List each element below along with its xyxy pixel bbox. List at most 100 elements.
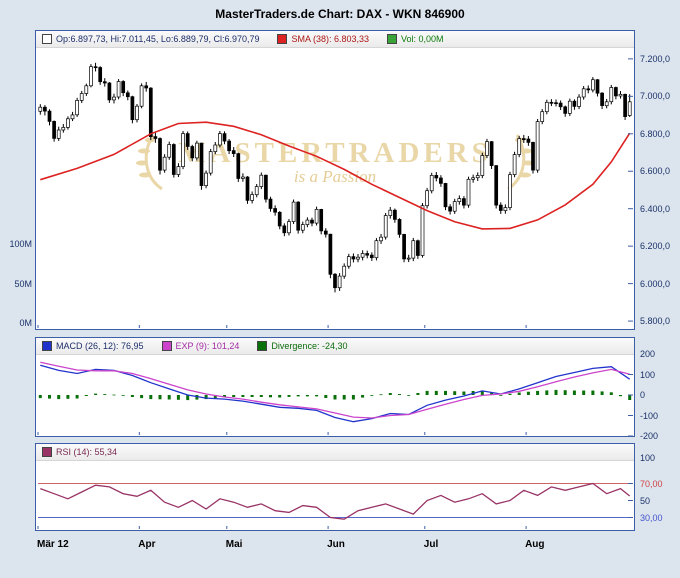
- candle-up-body: [411, 240, 416, 259]
- x-axis-tick-label: Jul: [423, 539, 439, 550]
- rsi-axis-tick-label: 50: [640, 495, 651, 506]
- sma-legend-swatch: [277, 34, 288, 44]
- volume-legend-swatch: [387, 34, 398, 44]
- candle-up-body: [241, 176, 245, 179]
- x-axis-tick-label: Aug: [525, 539, 545, 550]
- divergence-bar: [140, 395, 144, 399]
- candle-up-body: [609, 87, 614, 103]
- candle-up-body: [195, 142, 199, 159]
- candle-up-body: [305, 219, 310, 225]
- divergence-bar: [48, 395, 51, 399]
- divergence-bar: [66, 395, 70, 399]
- candle-up-body: [79, 93, 84, 101]
- rsi-legend-swatch: [42, 447, 52, 457]
- candle-down-body: [397, 219, 402, 235]
- candle-down-body: [448, 206, 452, 212]
- candle-up-body: [346, 256, 351, 267]
- divergence-bar: [490, 392, 494, 395]
- divergence-bar: [480, 390, 484, 395]
- candle-up-body: [181, 133, 185, 167]
- candle-down-body: [264, 174, 268, 200]
- candle-up-body: [208, 151, 213, 174]
- divergence-bar: [572, 390, 576, 395]
- candle-up-body: [250, 194, 254, 201]
- macd-legend-swatch: [42, 341, 52, 351]
- macd-axis-tick-label: -200: [640, 431, 659, 441]
- candle-up-body: [388, 209, 393, 216]
- candle-up-body: [627, 101, 632, 116]
- candle-up-body: [218, 133, 222, 146]
- candle-up-body: [508, 174, 512, 208]
- candle-down-body: [323, 230, 328, 235]
- divergence-bar: [517, 392, 521, 395]
- candle-down-body: [554, 102, 558, 105]
- candle-up-body: [314, 209, 319, 224]
- rsi-legend: RSI (14): 55,34: [36, 444, 634, 461]
- divergence-bar: [425, 390, 429, 395]
- candle-up-body: [471, 177, 475, 180]
- candle-down-body: [98, 67, 103, 83]
- candle-down-body: [333, 273, 337, 289]
- candle-down-body: [402, 234, 406, 260]
- candle-down-body: [190, 146, 195, 159]
- x-axis-tick-label: Mär 12: [37, 539, 69, 550]
- candle-up-body: [379, 236, 383, 242]
- macd-axis-tick-label: -100: [640, 410, 659, 421]
- candle-down-body: [558, 102, 563, 108]
- rsi-line: [40, 482, 631, 520]
- candle-down-body: [227, 140, 231, 152]
- divergence-bar: [462, 391, 466, 395]
- divergence-bar: [508, 393, 512, 395]
- x-axis-tick-label: Apr: [138, 539, 156, 550]
- divergence-bar: [324, 395, 328, 398]
- candle-down-body: [310, 219, 314, 224]
- divergence-bar: [278, 395, 282, 398]
- candle-down-body: [277, 211, 282, 227]
- candle-up-body: [135, 105, 139, 121]
- candle-down-body: [245, 176, 250, 201]
- price-axis-tick-label: 7.200,0: [640, 53, 671, 64]
- candle-up-body: [112, 96, 116, 101]
- volume-legend-label: Vol: 0,00M: [401, 34, 444, 44]
- candle-down-body: [273, 208, 277, 213]
- candle-down-body: [521, 138, 526, 140]
- candle-up-body: [116, 81, 121, 98]
- candle-down-body: [148, 87, 153, 137]
- divergence-bar: [563, 390, 567, 395]
- candle-down-body: [416, 240, 420, 256]
- candle-up-body: [540, 111, 545, 122]
- divergence-bar: [361, 395, 365, 398]
- volume-axis-tick-label: 100M: [9, 239, 32, 249]
- divergence-bar: [545, 390, 549, 395]
- divergence-bar: [351, 395, 355, 400]
- main-legend: Op:6.897,73, Hi:7.011,45, Lo:6.889,79, C…: [36, 31, 634, 48]
- candle-down-body: [231, 150, 236, 154]
- divergence-bar: [305, 395, 309, 397]
- candle-up-body: [167, 144, 172, 158]
- candle-up-body: [383, 215, 388, 238]
- candle-down-body: [185, 133, 190, 147]
- candle-down-body: [43, 106, 47, 112]
- macd-chart-svg: [37, 353, 633, 436]
- divergence-bar: [204, 395, 208, 400]
- candle-up-body: [406, 257, 411, 260]
- price-axis-tick-label: 6.000,0: [640, 278, 671, 289]
- candle-up-body: [604, 101, 609, 107]
- candle-up-body: [38, 106, 43, 112]
- candle-up-body: [291, 201, 296, 222]
- candle-up-body: [544, 101, 549, 113]
- divergence-bar: [94, 393, 98, 395]
- candle-up-body: [457, 198, 462, 202]
- price-panel: Op:6.897,73, Hi:7.011,45, Lo:6.889,79, C…: [35, 30, 635, 330]
- candle-up-body: [618, 93, 623, 97]
- candle-down-body: [52, 121, 56, 139]
- divergence-bar: [536, 390, 540, 395]
- price-axis-tick-label: 6.200,0: [640, 241, 671, 252]
- ohlc-legend-item: Op:6.897,73, Hi:7.011,45, Lo:6.889,79, C…: [42, 34, 259, 44]
- divergence-bar: [434, 390, 438, 395]
- candle-down-body: [121, 81, 126, 94]
- candle-down-body: [144, 85, 149, 89]
- candle-down-body: [125, 92, 130, 98]
- volume-axis-tick-label: 0M: [19, 318, 32, 328]
